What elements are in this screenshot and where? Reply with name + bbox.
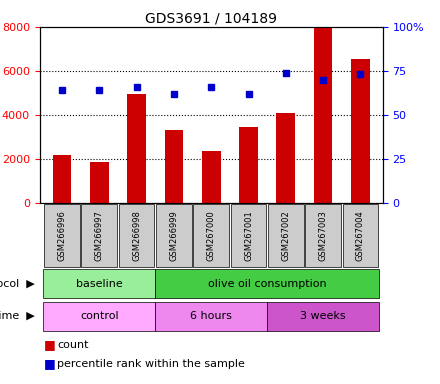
Bar <box>43 269 155 298</box>
Bar <box>127 94 146 203</box>
Text: time  ▶: time ▶ <box>0 311 35 321</box>
Bar <box>165 131 183 203</box>
Text: GSM267000: GSM267000 <box>207 210 216 261</box>
Text: protocol  ▶: protocol ▶ <box>0 279 35 289</box>
Bar <box>231 204 266 267</box>
Bar <box>268 204 304 267</box>
Text: GSM267004: GSM267004 <box>356 210 365 261</box>
Text: GSM266997: GSM266997 <box>95 210 104 261</box>
Bar <box>305 204 341 267</box>
Text: GSM267002: GSM267002 <box>281 210 290 261</box>
Bar <box>276 113 295 203</box>
Bar <box>155 269 379 298</box>
Bar <box>156 204 192 267</box>
Text: ■: ■ <box>44 338 56 351</box>
Text: GSM266996: GSM266996 <box>58 210 66 261</box>
Bar <box>351 59 370 203</box>
Text: count: count <box>57 339 89 349</box>
Bar <box>239 127 258 203</box>
Bar <box>119 204 154 267</box>
Bar <box>53 155 71 203</box>
Text: GSM267003: GSM267003 <box>319 210 328 261</box>
Bar <box>193 204 229 267</box>
Text: 3 weeks: 3 weeks <box>301 311 346 321</box>
Text: GSM266998: GSM266998 <box>132 210 141 261</box>
Bar <box>44 204 80 267</box>
Text: control: control <box>80 311 119 321</box>
Bar <box>202 151 220 203</box>
Bar <box>81 204 117 267</box>
Text: 6 hours: 6 hours <box>190 311 232 321</box>
Text: percentile rank within the sample: percentile rank within the sample <box>57 359 245 369</box>
Bar <box>342 204 378 267</box>
Title: GDS3691 / 104189: GDS3691 / 104189 <box>145 12 277 26</box>
Text: baseline: baseline <box>76 279 123 289</box>
Bar <box>267 301 379 331</box>
Bar <box>90 162 109 203</box>
Bar <box>155 301 267 331</box>
Text: ■: ■ <box>44 358 56 371</box>
Bar <box>43 301 155 331</box>
Text: GSM267001: GSM267001 <box>244 210 253 261</box>
Text: GSM266999: GSM266999 <box>169 210 178 261</box>
Text: olive oil consumption: olive oil consumption <box>208 279 326 289</box>
Bar <box>314 28 333 203</box>
